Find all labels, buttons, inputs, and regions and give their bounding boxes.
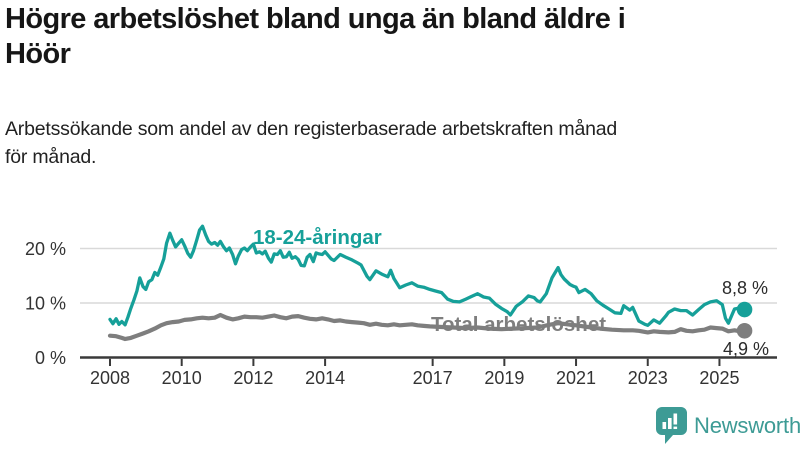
- series-line-young: [108, 224, 747, 327]
- chart-subtitle-line-2: för månad.: [5, 145, 97, 168]
- x-tick-label-2025: 2025: [699, 368, 739, 388]
- end-value-label-young: 8,8 %: [722, 278, 769, 298]
- y-tick-label-20: 20 %: [25, 239, 66, 259]
- series-label-young: 18-24-åringar: [253, 226, 382, 249]
- x-tick-label-2010: 2010: [162, 368, 202, 388]
- y-tick-label-0: 0 %: [35, 348, 66, 368]
- x-tick-label-2014: 2014: [305, 368, 345, 388]
- x-tick-label-2023: 2023: [628, 368, 668, 388]
- page-title-line-2: Höör: [5, 37, 71, 70]
- line-chart: 0 % 10 % 20 % 2008 2010 2012 2014 2017 2019 2021 2…: [25, 224, 777, 388]
- series-end-dot-total: [736, 322, 753, 339]
- page-title-line-1: Högre arbetslöshet bland unga än bland ä…: [5, 3, 626, 35]
- bar-chart-speech-bubble-icon: [656, 407, 687, 444]
- x-tick-label-2021: 2021: [556, 368, 596, 388]
- newsworthy-logo-text: Newsworthy: [694, 413, 800, 438]
- y-tick-label-10: 10 %: [25, 294, 66, 314]
- x-tick-label-2017: 2017: [413, 368, 453, 388]
- series-end-dot-young: [736, 301, 753, 318]
- chart-subtitle-line-1: Arbetssökande som andel av den registerb…: [5, 118, 618, 140]
- newsworthy-logo[interactable]: Newsworthy: [656, 407, 800, 445]
- page-title: Högre arbetslöshet bland unga än bland ä…: [5, 2, 793, 72]
- end-value-label-total: 4,9 %: [723, 339, 770, 359]
- series-line-total: [107, 312, 747, 342]
- x-tick-label-2008: 2008: [90, 368, 130, 388]
- x-tick-label-2019: 2019: [484, 368, 524, 388]
- x-tick-label-2012: 2012: [233, 368, 273, 388]
- series-label-total: Total arbetslöshet: [431, 313, 607, 336]
- chart-subtitle: Arbetssökande som andel av den registerb…: [5, 116, 793, 171]
